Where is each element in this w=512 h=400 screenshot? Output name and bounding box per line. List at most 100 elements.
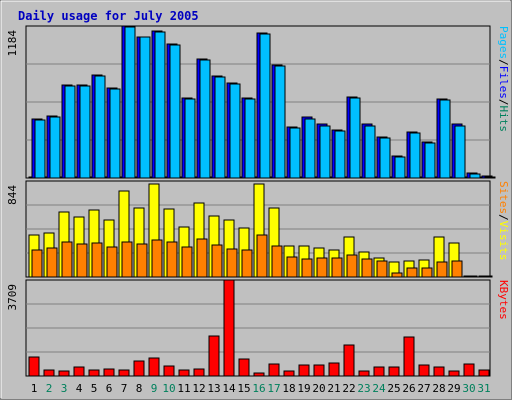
- chart-panel-3: 3709 KBytes: [6, 279, 510, 377]
- bar-sites: [376, 260, 388, 278]
- x-tick-label: 16: [252, 382, 265, 395]
- bar-pages: [154, 31, 166, 179]
- x-tick-label: 15: [237, 382, 250, 395]
- bar-pages: [454, 125, 466, 179]
- bar-kbytes: [238, 358, 250, 377]
- bar-kbytes: [343, 344, 355, 377]
- y-axis-label: Pages/Files/Hits: [497, 26, 510, 132]
- bar-kbytes: [268, 363, 280, 377]
- bar-pages: [259, 33, 271, 179]
- bar-pages: [334, 130, 346, 179]
- bar-pages: [439, 99, 451, 179]
- x-tick-label: 25: [387, 382, 400, 395]
- bar-kbytes: [478, 369, 490, 377]
- x-tick-label: 1: [31, 382, 38, 395]
- bar-sites: [331, 257, 343, 278]
- bar-sites: [481, 275, 493, 278]
- y-max-label: 3709: [6, 284, 19, 311]
- bar-sites: [181, 246, 193, 278]
- bar-kbytes: [118, 369, 130, 377]
- bar-kbytes: [223, 279, 235, 377]
- bar-sites: [316, 257, 328, 278]
- bar-kbytes: [283, 370, 295, 377]
- bar-kbytes: [193, 368, 205, 377]
- bar-kbytes: [208, 335, 220, 377]
- bar-pages: [484, 176, 496, 179]
- bar-pages: [304, 118, 316, 179]
- x-tick-label: 5: [91, 382, 98, 395]
- y-axis-label-part: Pages: [497, 26, 510, 59]
- y-axis-label: Sites/Visits: [497, 181, 510, 261]
- chart-panel-2: 844 Sites/Visits: [6, 180, 510, 278]
- bar-sites: [406, 267, 418, 278]
- bar-kbytes: [313, 364, 325, 377]
- bar-sites: [91, 242, 103, 278]
- bar-kbytes: [43, 369, 55, 377]
- x-tick-label: 31: [477, 382, 490, 395]
- x-tick-label: 21: [327, 382, 340, 395]
- x-tick-label: 13: [207, 382, 220, 395]
- bar-sites: [166, 241, 178, 278]
- bar-pages: [379, 137, 391, 179]
- x-tick-label: 8: [136, 382, 143, 395]
- y-axis-label-part: Files: [497, 66, 510, 99]
- chart-panel-1: 1184 Pages/Files/Hits: [6, 25, 510, 179]
- bar-pages: [94, 75, 106, 179]
- bar-kbytes: [58, 370, 70, 377]
- bar-sites: [241, 249, 253, 278]
- x-tick-label: 29: [447, 382, 460, 395]
- bar-pages: [64, 85, 76, 179]
- bar-sites: [361, 258, 373, 278]
- bar-pages: [289, 127, 301, 179]
- bar-sites: [271, 245, 283, 278]
- bar-sites: [226, 248, 238, 278]
- bar-pages: [364, 125, 376, 179]
- bar-sites: [106, 246, 118, 278]
- bar-kbytes: [433, 366, 445, 377]
- bar-kbytes: [463, 363, 475, 377]
- bar-pages: [409, 132, 421, 179]
- x-tick-label: 10: [162, 382, 175, 395]
- x-tick-label: 19: [297, 382, 310, 395]
- bar-sites: [286, 256, 298, 278]
- bar-kbytes: [73, 366, 85, 377]
- bar-pages: [214, 76, 226, 179]
- x-tick-label: 20: [312, 382, 325, 395]
- bar-kbytes: [28, 356, 40, 377]
- bar-kbytes: [418, 364, 430, 377]
- bar-sites: [436, 261, 448, 278]
- bar-sites: [421, 267, 433, 278]
- bar-sites: [76, 243, 88, 278]
- bar-kbytes: [448, 370, 460, 377]
- bar-sites: [121, 241, 133, 278]
- bar-sites: [391, 272, 403, 278]
- chart-title: Daily usage for July 2005: [18, 9, 199, 23]
- bar-pages: [274, 65, 286, 179]
- y-axis-label-part: Hits: [497, 106, 510, 133]
- bar-kbytes: [358, 370, 370, 377]
- y-axis-label-part: Visits: [497, 221, 510, 261]
- x-tick-label: 12: [192, 382, 205, 395]
- x-tick-label: 18: [282, 382, 295, 395]
- bar-pages: [244, 98, 256, 179]
- bar-pages: [394, 156, 406, 179]
- bar-sites: [136, 243, 148, 278]
- bar-kbytes: [103, 368, 115, 377]
- bar-pages: [49, 116, 61, 179]
- x-tick-label: 4: [76, 382, 83, 395]
- bar-kbytes: [253, 372, 265, 377]
- bar-sites: [151, 239, 163, 278]
- bar-pages: [229, 83, 241, 179]
- x-tick-label: 6: [106, 382, 113, 395]
- bar-pages: [469, 173, 481, 179]
- bar-sites: [346, 254, 358, 278]
- bar-kbytes: [178, 369, 190, 377]
- bar-sites: [61, 241, 73, 278]
- x-tick-label: 27: [417, 382, 430, 395]
- bar-pages: [184, 98, 196, 179]
- y-max-label: 1184: [6, 30, 19, 57]
- x-tick-label: 26: [402, 382, 415, 395]
- bar-pages: [199, 59, 211, 179]
- bar-pages: [139, 36, 151, 179]
- bar-kbytes: [88, 369, 100, 377]
